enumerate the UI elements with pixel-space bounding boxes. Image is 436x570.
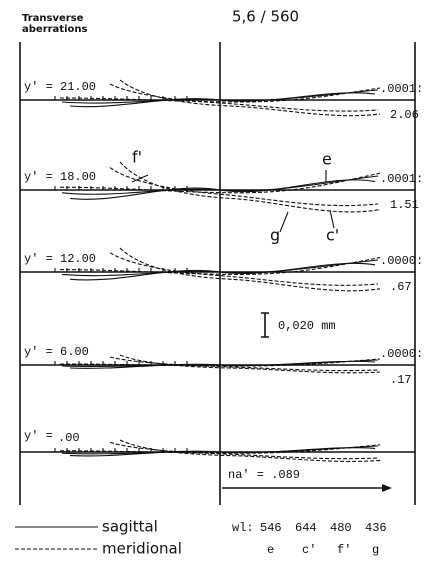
meridional-curve	[109, 356, 379, 372]
meridional-curve	[119, 354, 381, 374]
meridional-curve	[119, 247, 381, 292]
row-scale: .0000:	[380, 254, 423, 268]
curve-label: f'	[132, 148, 142, 167]
caption: aberrations	[22, 24, 87, 35]
meridional-curve	[109, 252, 379, 286]
curve-label: c'	[326, 226, 339, 245]
sagittal-curve	[61, 259, 379, 277]
caption: Transverse	[22, 13, 84, 24]
wavelength-name: e	[267, 543, 274, 557]
arrow-head	[382, 484, 392, 492]
row-value: .00	[58, 431, 80, 445]
row-scale: .0001:	[380, 82, 423, 96]
curve-label: e	[322, 150, 332, 169]
wavelength: 546	[260, 521, 282, 535]
meridional-curve	[59, 87, 381, 103]
row-label: y' = 21.00	[24, 80, 96, 94]
meridional-curve	[109, 167, 379, 207]
row-label: y' = 18.00	[24, 170, 96, 184]
meridional-curve	[109, 83, 379, 112]
wavelength-name: f'	[337, 543, 351, 557]
wl-label: wl:	[232, 521, 254, 535]
wavelength: 480	[330, 521, 352, 535]
meridional-curve	[119, 439, 381, 462]
meridional-curve	[109, 441, 379, 460]
wavelength-name: c'	[302, 543, 316, 557]
wavelength: 644	[295, 521, 317, 535]
row-label: y' = 6.00	[24, 345, 89, 359]
row-value: 2.06	[390, 108, 419, 122]
wavelength-name: g	[372, 543, 379, 557]
row-value: .67	[390, 280, 412, 294]
meridional-curve	[59, 358, 381, 367]
row-label: y' =	[24, 429, 53, 443]
curve-label: g	[270, 226, 280, 245]
row-value: 1.51	[390, 198, 419, 212]
meridional-curve	[119, 161, 381, 213]
row-scale: .0000:	[380, 347, 423, 361]
title: 5,6 / 560	[232, 8, 299, 26]
meridional-curve	[59, 444, 381, 454]
wavelength: 436	[365, 521, 387, 535]
aperture-label: na' = .089	[228, 468, 300, 482]
leader	[131, 170, 335, 233]
meridional-curve	[119, 79, 381, 117]
row-label: y' = 12.00	[24, 252, 96, 266]
scale-bar-label: 0,020 mm	[278, 319, 336, 333]
sagittal-curve	[61, 175, 379, 195]
row-value: .17	[390, 373, 412, 387]
scale-bar	[261, 312, 269, 338]
legend-label: sagittal	[102, 518, 158, 536]
meridional-curve	[59, 257, 381, 275]
row-scale: .0001:	[380, 172, 423, 186]
legend-label: meridional	[102, 540, 182, 558]
meridional-curve	[59, 172, 381, 194]
sagittal-curve	[61, 89, 379, 104]
